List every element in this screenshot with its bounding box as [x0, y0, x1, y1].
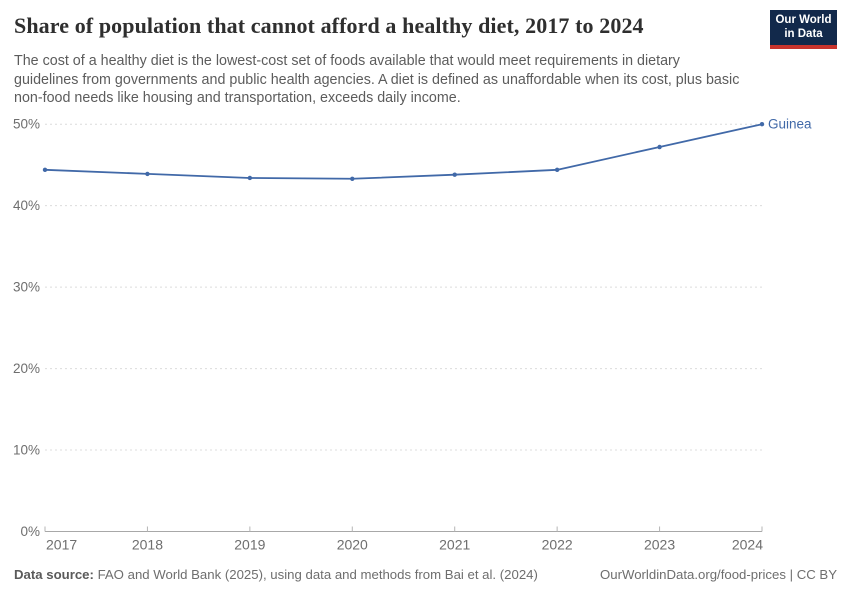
data-point[interactable] [145, 171, 150, 177]
x-axis-tick-label: 2023 [644, 537, 675, 553]
data-point[interactable] [42, 167, 48, 173]
data-point[interactable] [452, 172, 457, 177]
y-axis-tick-label: 20% [13, 361, 40, 376]
chart-footer: Data source: FAO and World Bank (2025), … [14, 567, 837, 582]
x-axis-tick-label: 2021 [439, 537, 470, 553]
data-source-label: Data source: [14, 567, 94, 582]
y-axis-tick-label: 10% [13, 443, 40, 458]
x-axis-tick-label: 2017 [46, 537, 77, 553]
logo-line-1: Our World [775, 13, 832, 26]
x-axis-tick-label: 2022 [542, 537, 573, 553]
data-point[interactable] [350, 176, 355, 181]
owid-logo[interactable]: Our World in Data [770, 10, 837, 49]
page-title: Share of population that cannot afford a… [14, 13, 644, 38]
data-source-note: Data source: FAO and World Bank (2025), … [14, 567, 538, 582]
data-point[interactable] [554, 167, 560, 173]
x-axis-tick-label: 2020 [337, 537, 368, 553]
data-point[interactable] [759, 122, 765, 127]
chart-subtitle: The cost of a healthy diet is the lowest… [14, 53, 740, 107]
y-axis-tick-label: 40% [13, 198, 40, 213]
attribution-link[interactable]: OurWorldinData.org/food-prices | CC BY [600, 567, 837, 582]
data-point[interactable] [247, 175, 253, 181]
y-axis-tick-label: 30% [13, 280, 40, 295]
data-point[interactable] [657, 144, 662, 150]
y-axis-tick-label: 0% [20, 524, 40, 539]
logo-line-2: in Data [784, 27, 823, 40]
line-chart-plot-area: 0% 10% 20% 30% 40% 50% 2017 2018 2019 2020 2021 202… [13, 117, 812, 553]
series-label: Guinea [768, 117, 812, 132]
data-line[interactable] [44, 123, 763, 180]
x-axis-tick-label: 2018 [132, 537, 163, 553]
y-axis-tick-label: 50% [13, 117, 40, 132]
x-axis-tick-label: 2019 [234, 537, 265, 553]
x-axis-tick-label: 2024 [732, 537, 763, 553]
data-source-text: FAO and World Bank (2025), using data an… [97, 567, 538, 582]
